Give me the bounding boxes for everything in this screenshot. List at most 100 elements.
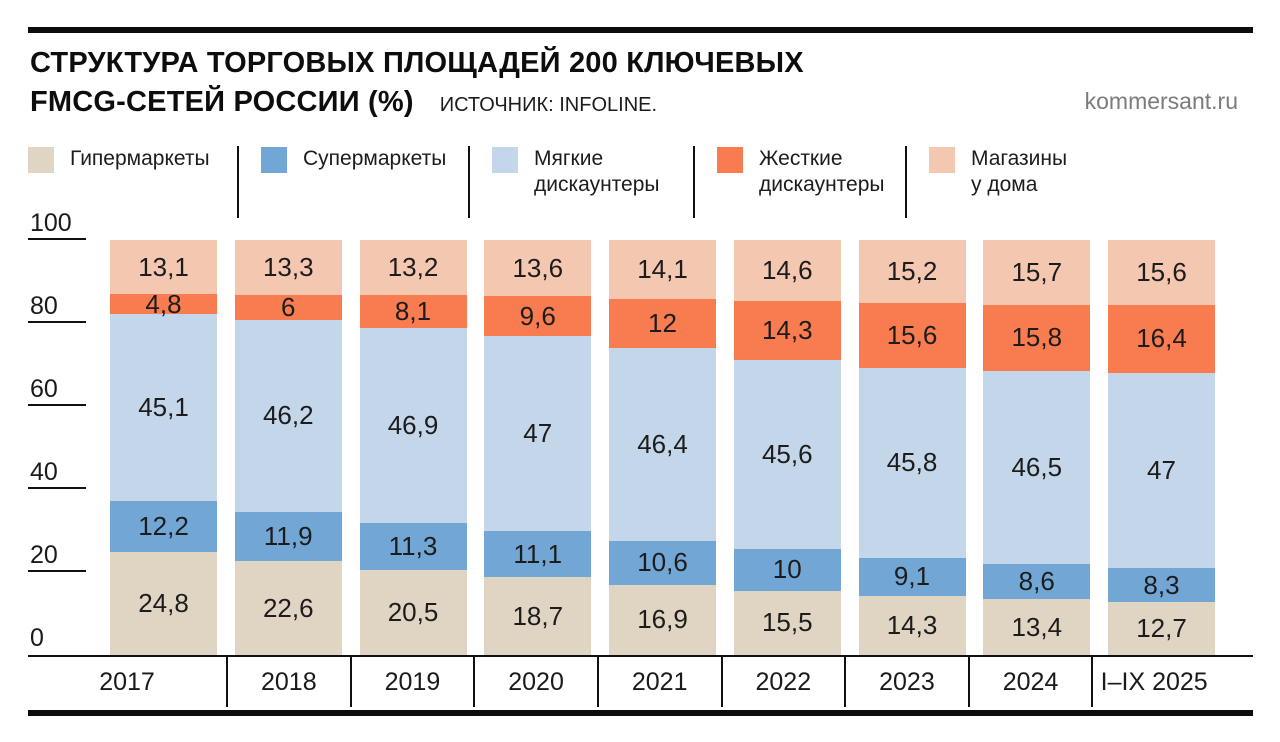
segment-value: 6 xyxy=(281,292,296,323)
segment-value: 16,4 xyxy=(1136,323,1187,354)
bar-2022: 14,6 14,3 45,6 10 15,5 xyxy=(733,240,841,655)
x-label-2017: 2017 xyxy=(99,668,155,696)
x-label-2020: 2020 xyxy=(473,657,597,707)
segment-value: 15,6 xyxy=(886,319,938,350)
segment-value: 47 xyxy=(1147,454,1176,485)
segment-value: 4,8 xyxy=(145,288,182,319)
segment-value: 8,1 xyxy=(394,296,432,327)
legend-item-4: Жесткие дискаунтеры xyxy=(693,146,905,218)
legend-label: Жесткие дискаунтеры xyxy=(759,147,885,196)
source-label: ИСТОЧНИК: INFOLINE. xyxy=(439,94,658,116)
y-tick-label: 60 xyxy=(30,375,58,403)
segment-value: 47 xyxy=(523,418,553,449)
segment: 12,2 xyxy=(110,501,217,553)
segment-value: 15,8 xyxy=(1011,322,1063,353)
legend-swatch xyxy=(261,147,287,173)
segment: 22,6 xyxy=(234,561,342,655)
kommersant-watermark: kommersant.ru xyxy=(1084,88,1238,114)
legend-item-5: Магазины у дома xyxy=(905,146,1253,218)
bar-2018: 13,3 6 46,2 11,9 22,6 xyxy=(234,240,342,655)
segment: 13,3 xyxy=(234,240,342,296)
segment-value: 9,1 xyxy=(893,561,931,592)
segment: 13,4 xyxy=(983,599,1091,655)
segment-value: 10,6 xyxy=(637,547,688,578)
segment: 47 xyxy=(1108,372,1215,568)
legend: Гипермаркеты Супермаркеты Мягкие дискаунтер… xyxy=(28,146,1253,218)
segment-value: 12 xyxy=(648,307,677,338)
segment: 15,8 xyxy=(983,305,1091,371)
segment: 13,2 xyxy=(359,240,467,295)
y-tick-label: 80 xyxy=(30,292,58,320)
segment-value: 10 xyxy=(772,554,802,585)
segment: 24,8 xyxy=(110,552,217,655)
x-label-2023: 2023 xyxy=(844,657,968,707)
legend-label: Гипермаркеты xyxy=(70,147,210,170)
segment-value: 13,1 xyxy=(138,251,189,282)
legend-item-1: Гипермаркеты xyxy=(28,146,237,218)
segment: 6 xyxy=(234,292,342,323)
segment-value: 46,4 xyxy=(637,429,688,460)
segment-value: 15,5 xyxy=(761,607,813,638)
segment: 46,4 xyxy=(609,348,716,541)
segment: 10,6 xyxy=(609,540,716,585)
segment-value: 24,8 xyxy=(138,588,189,618)
segment-value: 13,6 xyxy=(512,252,564,283)
segment: 14,6 xyxy=(733,240,841,301)
segment-value: 16,9 xyxy=(637,604,688,635)
title-line-2: FMCG-СЕТЕЙ РОССИИ (%) xyxy=(30,86,414,118)
segment: 15,6 xyxy=(858,303,966,368)
bar-2017: 13,1 4,8 45,1 12,2 24,8 xyxy=(110,240,217,655)
segment-value: 11,9 xyxy=(263,520,313,551)
segment-value: 14,3 xyxy=(886,609,938,640)
bar-I–IX 2025: 15,6 16,4 47 8,3 12,7 xyxy=(1108,240,1215,655)
segment-value: 45,8 xyxy=(886,447,938,478)
segment-value: 46,5 xyxy=(1011,451,1063,482)
segment-value: 15,7 xyxy=(1011,257,1063,288)
footer-rule xyxy=(28,710,1253,716)
segment: 20,5 xyxy=(359,569,467,655)
bar-2023: 15,2 15,6 45,8 9,1 14,3 xyxy=(858,240,966,655)
legend-item-2: Супермаркеты xyxy=(237,146,468,218)
bar-2019: 13,2 8,1 46,9 11,3 20,5 xyxy=(359,240,467,655)
segment: 9,1 xyxy=(858,557,966,596)
legend-label: Супермаркеты xyxy=(303,147,447,170)
segment: 4,8 xyxy=(110,289,217,319)
y-tick-line xyxy=(28,321,86,323)
segment-value: 15,6 xyxy=(1136,256,1187,287)
segment: 45,8 xyxy=(858,367,966,558)
segment-value: 20,5 xyxy=(387,596,439,627)
bar-2024: 15,7 15,8 46,5 8,6 13,4 xyxy=(983,240,1091,655)
segment: 11,1 xyxy=(484,531,592,578)
y-tick-line xyxy=(28,404,86,406)
legend-swatch xyxy=(492,147,518,173)
x-label-2021: 2021 xyxy=(596,657,721,707)
segment: 45,1 xyxy=(110,314,217,502)
segment-value: 8,3 xyxy=(1143,569,1180,600)
segment-value: 46,9 xyxy=(387,410,439,441)
y-tick-label: 100 xyxy=(30,209,72,237)
segment-value: 12,7 xyxy=(1136,613,1187,644)
segment: 12 xyxy=(609,298,716,349)
y-tick-label: 40 xyxy=(30,458,58,486)
x-label-2024: 2024 xyxy=(967,657,1092,707)
segment: 46,5 xyxy=(983,370,1091,564)
segment-value: 45,1 xyxy=(138,392,189,423)
legend-label: Магазины у дома xyxy=(971,147,1068,196)
segment: 16,4 xyxy=(1108,304,1215,373)
segment: 15,5 xyxy=(733,590,841,655)
segment: 14,3 xyxy=(858,595,966,655)
header-rule xyxy=(28,27,1253,33)
segment: 10 xyxy=(733,549,841,591)
x-axis-labels: 2017 2018 2019 2020 2021 2022 2023 2024 I–IX 202… xyxy=(28,657,1215,707)
segment: 14,1 xyxy=(609,240,716,299)
segment: 46,9 xyxy=(359,328,467,523)
segment-value: 8,6 xyxy=(1018,566,1055,597)
legend-swatch xyxy=(717,147,743,173)
x-label-2018: 2018 xyxy=(226,657,350,707)
segment-value: 45,6 xyxy=(761,439,813,470)
x-label-2022: 2022 xyxy=(720,657,845,707)
x-label-2019: 2019 xyxy=(349,657,474,707)
segment-value: 15,2 xyxy=(886,256,938,287)
